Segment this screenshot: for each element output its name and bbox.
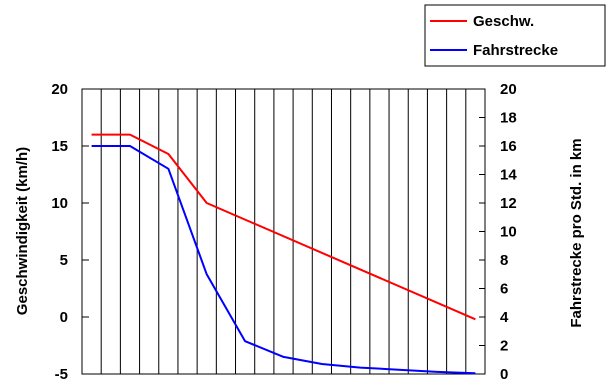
y-left-tick-label: 20 [51, 81, 68, 98]
y-right-tick-label: 2 [500, 338, 508, 355]
plot-frame [81, 88, 486, 375]
series-line-fahrstrecke [91, 145, 476, 375]
y-right-tick-label: 14 [500, 167, 517, 184]
series-lines [91, 133, 476, 375]
y-right-tick-label: 18 [500, 110, 517, 127]
y-left-tick-label: 10 [51, 195, 68, 212]
y-right-tick-label: 20 [500, 81, 517, 98]
y-right-tick-label: 12 [500, 195, 517, 212]
y-right-tick-label: 4 [500, 309, 509, 326]
y-right-tick-label: 8 [500, 252, 508, 269]
left-axis-ticks: -5 0 5 10 15 20 [51, 81, 89, 383]
legend-label-geschw: Geschw. [473, 13, 534, 30]
right-axis-ticks: 0 2 4 6 8 10 12 14 16 18 20 [479, 81, 517, 383]
y-left-axis-title: Geschwindigkeit (km/h) [14, 147, 31, 315]
y-right-axis-title: Fahrstrecke pro Std. in km [568, 138, 585, 327]
grid-lines [100, 89, 467, 374]
y-right-tick-label: 16 [500, 138, 517, 155]
legend-label-fahrstrecke: Fahrstrecke [473, 42, 558, 59]
y-left-tick-label: -5 [55, 366, 68, 383]
y-right-tick-label: 6 [500, 281, 508, 298]
y-left-tick-label: 15 [51, 138, 68, 155]
y-right-tick-label: 0 [500, 366, 508, 383]
y-left-tick-label: 0 [60, 309, 68, 326]
legend-box [424, 4, 606, 67]
y-right-tick-label: 10 [500, 224, 517, 241]
series-line-geschw [91, 133, 476, 321]
y-left-tick-label: 5 [60, 252, 68, 269]
legend: Geschw. Fahrstrecke [424, 4, 606, 67]
